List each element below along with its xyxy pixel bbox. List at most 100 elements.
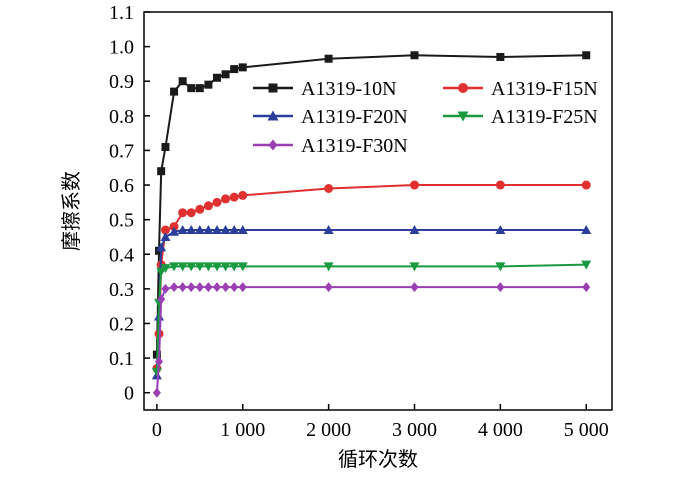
data-point [187,282,196,293]
data-point [203,262,214,272]
data-point [229,192,239,202]
legend-marker [457,111,469,122]
data-point [221,70,230,79]
data-point [169,226,180,236]
data-point [324,282,333,293]
data-point [581,260,592,270]
data-point [186,208,196,218]
y-tick-label: 0.1 [109,348,134,370]
data-point [161,142,170,151]
data-point [151,367,162,377]
legend-entry: A1319-F20N [253,106,408,128]
data-point [203,201,213,211]
legend-label: A1319-F20N [301,106,408,128]
data-point [157,294,166,305]
legend: A1319-10N A1319-F15N A1319-F20N A1319-F25N A… [253,78,598,157]
data-point [324,54,333,63]
data-point [170,87,179,96]
data-point [495,262,506,272]
data-point [230,282,239,293]
data-point [204,80,213,89]
legend-marker [458,83,468,93]
data-point [211,262,222,272]
data-point [409,180,419,190]
data-point [169,262,180,272]
data-point [161,283,170,294]
data-point [220,225,231,235]
x-tick-label: 0 [152,419,162,441]
data-point [582,51,591,60]
data-point [221,282,230,293]
series-3 [151,260,592,377]
series-2 [151,225,592,380]
legend-entry: A1319-10N [253,78,397,100]
data-point [195,204,205,214]
data-point [230,65,239,74]
y-tick-label: 0.7 [109,140,134,162]
data-point [323,262,334,272]
data-point [186,225,197,235]
data-point [194,225,205,235]
data-point [211,225,222,235]
y-axis-title: 摩擦系数 [59,171,83,251]
data-point [229,225,240,235]
legend-label: A1319-F30N [301,135,408,157]
legend-entry: A1319-F30N [253,135,408,157]
data-point [178,282,187,293]
y-tick-label: 0 [124,383,134,405]
data-point [221,194,231,204]
y-tick-label: 0.9 [109,71,134,93]
data-point [152,387,161,398]
data-point [212,197,222,207]
series-4 [152,282,591,398]
y-tick-label: 0.2 [109,313,134,335]
data-point [495,225,506,235]
legend-label: A1319-F25N [491,106,598,128]
data-point [212,282,221,293]
data-point [177,262,188,272]
x-axis-ticks: 0 1 000 2 000 3 000 4 000 5 000 [152,404,609,441]
data-point [238,282,247,293]
legend-marker [268,83,278,93]
x-tick-label: 5 000 [564,419,609,441]
data-point [155,356,164,367]
series-line [155,54,587,355]
y-tick-label: 0.5 [109,210,134,232]
data-point [186,262,197,272]
data-point [323,225,334,235]
series-1 [152,180,591,373]
data-point [195,282,204,293]
data-point [170,282,179,293]
data-point [177,225,188,235]
series-line [155,184,587,369]
data-point [324,184,334,194]
legend-marker [268,139,278,151]
data-point [178,208,188,218]
y-tick-label: 0.8 [109,106,134,128]
data-point [229,262,240,272]
data-point [169,222,179,232]
data-point [160,231,171,241]
series-line [155,286,587,393]
legend-entry: A1319-F15N [443,78,598,100]
data-point [409,225,420,235]
data-point [582,282,591,293]
legend-label: A1319-10N [301,78,397,100]
legend-label: A1319-F15N [491,78,598,100]
series-line [155,229,587,376]
y-tick-label: 1.1 [109,2,134,24]
x-tick-label: 3 000 [392,419,437,441]
data-point [495,180,505,190]
data-point [237,225,248,235]
data-point [409,262,420,272]
data-point [496,52,505,61]
data-point [194,262,205,272]
data-point [238,190,248,200]
data-point [156,242,167,252]
x-tick-label: 4 000 [478,419,523,441]
data-point [204,282,213,293]
data-point [178,77,187,86]
data-point [212,73,221,82]
data-point [237,262,248,272]
x-tick-label: 2 000 [306,419,351,441]
